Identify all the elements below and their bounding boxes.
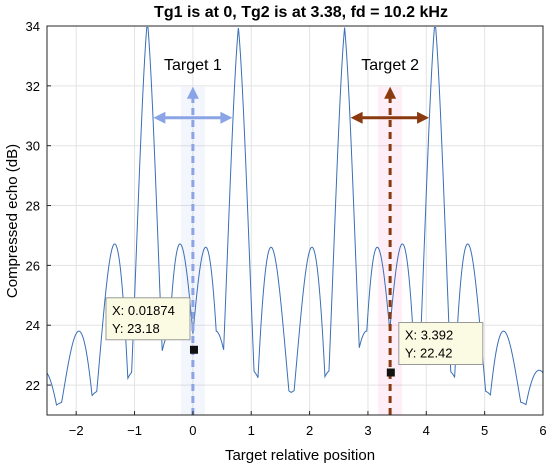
x-tick-label: 3 bbox=[364, 423, 371, 438]
datatip-box bbox=[105, 297, 191, 341]
target-span-arrowhead-left bbox=[350, 111, 363, 124]
chart-title: Tg1 is at 0, Tg2 is at 3.38, fd = 10.2 k… bbox=[154, 4, 448, 21]
x-tick-label: 1 bbox=[248, 423, 255, 438]
x-tick-label: 4 bbox=[423, 423, 430, 438]
x-tick-label: 6 bbox=[539, 423, 546, 438]
y-tick-label: 26 bbox=[26, 258, 40, 273]
datatip-y-text: Y: 22.42 bbox=[405, 346, 453, 361]
target-label: Target 1 bbox=[164, 57, 222, 74]
target-span-arrowhead-right bbox=[417, 111, 430, 124]
datatips[interactable]: X: 0.01874 Y: 23.18 X: 3.392 Y: 22.42 bbox=[105, 297, 484, 377]
datatip-box bbox=[398, 322, 484, 366]
x-tick-label: −1 bbox=[127, 423, 142, 438]
datatip-y-text: Y: 23.18 bbox=[112, 321, 160, 336]
annotations: Target 1 Target 2 bbox=[153, 57, 430, 415]
x-tick-label: 5 bbox=[481, 423, 488, 438]
datatip[interactable]: X: 0.01874 Y: 23.18 bbox=[105, 297, 198, 354]
target-marker-arrowhead bbox=[384, 86, 397, 99]
y-tick-label: 32 bbox=[26, 79, 40, 94]
y-tick-label: 28 bbox=[26, 199, 40, 214]
x-axis-label: Target relative position bbox=[225, 447, 375, 464]
target-span-arrowhead-right bbox=[220, 111, 233, 124]
x-tick-label: 2 bbox=[306, 423, 313, 438]
datatip-marker bbox=[386, 368, 395, 377]
datatip-x-text: X: 3.392 bbox=[405, 328, 453, 343]
datatip-x-text: X: 0.01874 bbox=[112, 303, 175, 318]
y-tick-label: 30 bbox=[26, 139, 40, 154]
echo-series-line bbox=[46, 27, 544, 406]
x-tick-label: 0 bbox=[189, 423, 196, 438]
x-tick-label: −2 bbox=[69, 423, 84, 438]
y-axis-label: Compressed echo (dB) bbox=[4, 144, 21, 298]
datatip[interactable]: X: 3.392 Y: 22.42 bbox=[386, 322, 484, 377]
target-marker-arrowhead bbox=[186, 86, 199, 99]
target-label: Target 2 bbox=[361, 57, 419, 74]
y-tick-label: 22 bbox=[26, 378, 40, 393]
highlights bbox=[180, 86, 403, 416]
y-tick-label: 34 bbox=[26, 19, 40, 34]
datatip-marker bbox=[189, 345, 198, 354]
plot-frame bbox=[46, 25, 544, 416]
series bbox=[46, 27, 544, 406]
target-span-arrowhead-left bbox=[153, 111, 166, 124]
y-tick-label: 24 bbox=[26, 318, 40, 333]
